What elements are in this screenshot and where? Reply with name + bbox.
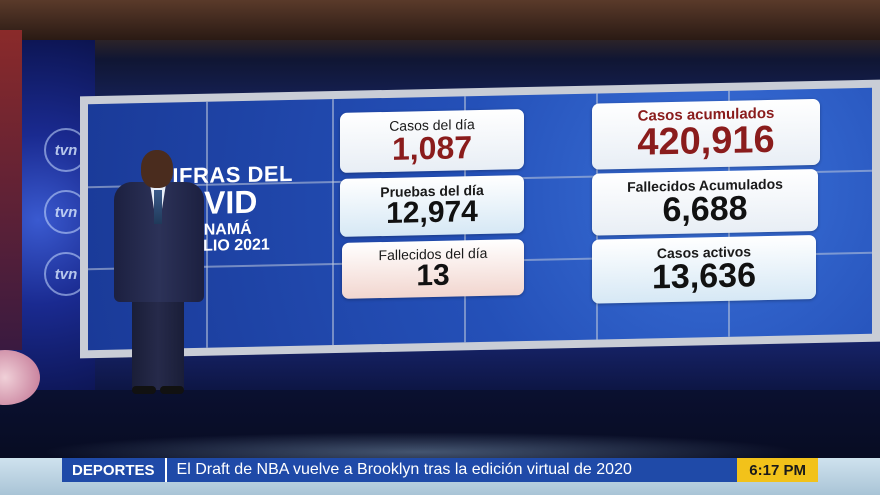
stat-card-casos-activos: Casos activos 13,636 <box>592 234 816 304</box>
stat-card-fallecidos-del-dia: Fallecidos del día 13 <box>342 239 524 299</box>
anchor-head <box>141 150 173 188</box>
stat-card-casos-del-dia: Casos del día 1,087 <box>340 109 524 173</box>
screen-divider <box>332 99 334 346</box>
stat-value: 12,974 <box>386 194 478 230</box>
ticker-separator <box>164 458 167 482</box>
stat-card-fallecidos-acumulados: Fallecidos Acumulados 6,688 <box>592 168 818 236</box>
news-ticker: DEPORTES El Draft de NBA vuelve a Brookl… <box>62 458 818 482</box>
studio-floor <box>0 390 880 460</box>
stat-value: 13,636 <box>652 255 756 297</box>
stat-value: 13 <box>416 258 450 293</box>
stat-value: 1,087 <box>391 128 473 167</box>
left-wall-strip <box>0 30 22 350</box>
ticker-section-label: DEPORTES <box>62 458 165 482</box>
stat-card-casos-acumulados: Casos acumulados 420,916 <box>592 98 820 170</box>
ticker-time: 6:17 PM <box>737 458 818 482</box>
anchor-shoe <box>160 386 184 394</box>
stat-card-pruebas-del-dia: Pruebas del día 12,974 <box>340 175 524 237</box>
ceiling <box>0 0 880 40</box>
stat-value: 420,916 <box>637 118 775 164</box>
ticker-headline: El Draft de NBA vuelve a Brooklyn tras l… <box>166 458 738 482</box>
anchor-shoe <box>132 386 156 394</box>
stat-value: 6,688 <box>662 189 748 229</box>
anchor-legs <box>132 300 184 390</box>
news-anchor <box>108 150 208 410</box>
anchor-tie <box>154 190 162 224</box>
